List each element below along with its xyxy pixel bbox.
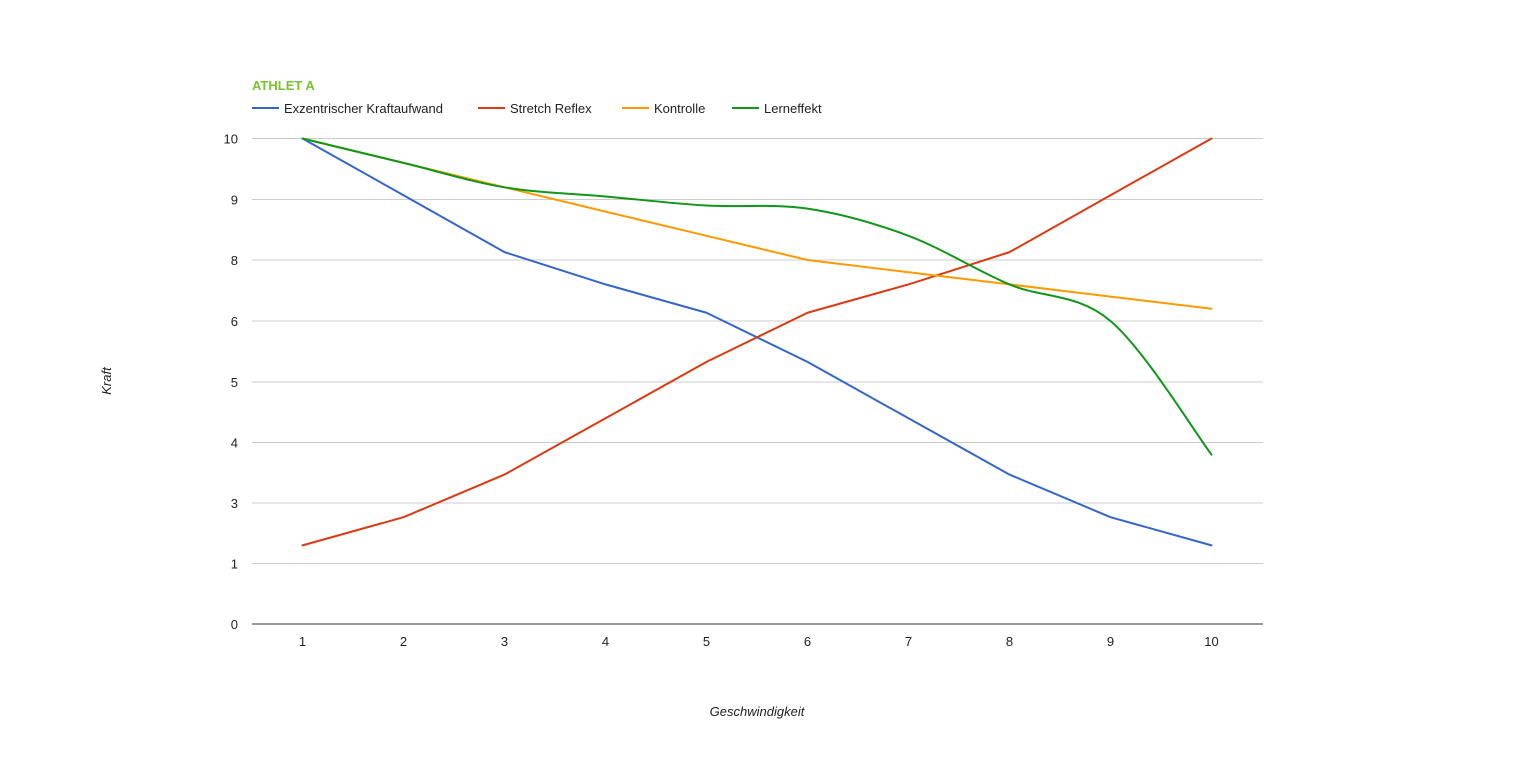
legend-label: Lerneffekt [764,101,822,116]
y-tick-label: 1 [231,557,238,572]
legend-label: Stretch Reflex [510,101,592,116]
y-axis: 0 1 3 4 5 6 8 9 10 [224,132,238,633]
x-tick-label: 9 [1107,634,1114,649]
gridlines [252,138,1263,625]
x-tick-label: 8 [1006,634,1013,649]
y-tick-label: 4 [231,436,238,451]
x-tick-label: 1 [299,634,306,649]
x-tick-label: 6 [804,634,811,649]
y-tick-label: 9 [231,193,238,208]
y-tick-label: 3 [231,496,238,511]
chart-title: ATHLET A [252,78,315,93]
x-tick-label: 2 [400,634,407,649]
chart-legend: Exzentrischer Kraftaufwand Stretch Reflex… [252,101,822,116]
y-tick-label: 6 [231,314,238,329]
series-layer [301,137,1213,547]
legend-label: Kontrolle [654,101,705,116]
series-line [301,137,1213,547]
y-tick-label: 8 [231,253,238,268]
x-axis: 1 2 3 4 5 6 7 8 9 10 [299,634,1219,649]
series-line [301,137,1213,310]
x-axis-title: Geschwindigkeit [710,704,806,719]
y-axis-title: Kraft [99,366,114,395]
y-tick-label: 0 [231,617,238,632]
x-tick-label: 4 [602,634,609,649]
y-tick-label: 10 [224,132,238,147]
x-tick-label: 5 [703,634,710,649]
legend-label: Exzentrischer Kraftaufwand [284,101,443,116]
series-line [301,137,1213,456]
x-tick-label: 10 [1204,634,1218,649]
x-tick-label: 3 [501,634,508,649]
y-tick-label: 5 [231,375,238,390]
x-tick-label: 7 [905,634,912,649]
